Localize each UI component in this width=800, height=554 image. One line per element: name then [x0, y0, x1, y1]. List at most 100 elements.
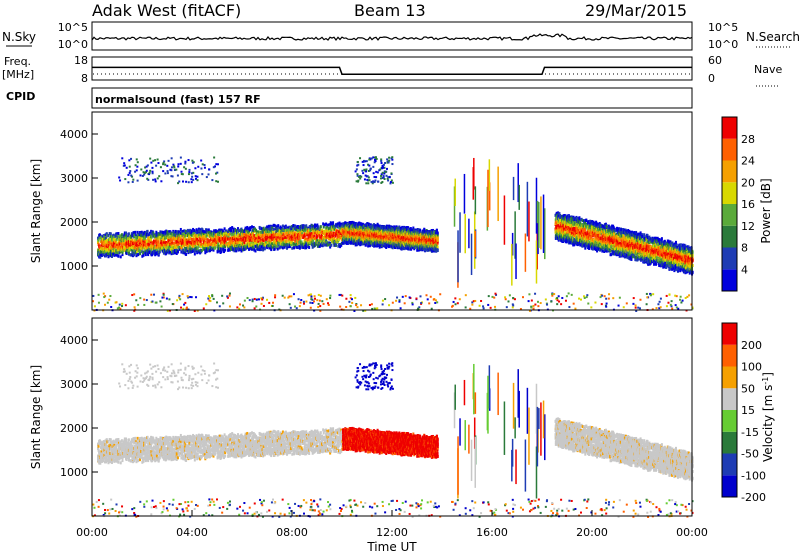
nave-tick-bottom: 0: [708, 72, 715, 85]
power-echo: [330, 243, 333, 247]
power-echo: [286, 242, 288, 246]
power-echo: [157, 252, 160, 256]
power-echo: [169, 247, 172, 251]
power-echo: [276, 247, 279, 251]
power-echo: [314, 236, 317, 240]
power-echo: [286, 246, 288, 250]
power-echo: [292, 228, 295, 232]
power-echo: [160, 244, 163, 248]
power-echo: [149, 246, 152, 250]
power-echo: [129, 239, 132, 243]
power-echo: [273, 238, 276, 242]
power-echo: [179, 227, 182, 231]
power-echo: [122, 239, 125, 243]
power-echo: [322, 225, 325, 229]
power-echo: [249, 226, 252, 230]
power-echo: [269, 238, 272, 242]
nsearch-label: N.Search: [746, 30, 800, 44]
power-echo: [268, 230, 271, 234]
power-echo: [150, 235, 153, 239]
power-echo: [288, 237, 291, 241]
power-echo: [99, 253, 102, 257]
power-echo: [136, 237, 139, 241]
power-echo: [243, 240, 246, 244]
power-echo: [109, 249, 112, 253]
power-echo: [325, 226, 328, 230]
power-echo: [222, 241, 225, 245]
power-echo: [120, 233, 123, 237]
power-echo: [230, 228, 232, 232]
power-echo: [244, 235, 247, 239]
power-echo: [201, 242, 204, 246]
power-echo: [296, 239, 299, 243]
power-echo: [102, 253, 105, 257]
power-echo: [176, 230, 179, 234]
power-echo: [200, 248, 203, 252]
power-echo: [256, 232, 259, 236]
power-echo: [229, 245, 232, 249]
power-echo: [153, 240, 156, 244]
power-echo: [273, 247, 276, 251]
power-echo: [272, 227, 275, 231]
power-echo: [137, 253, 140, 257]
power-echo: [207, 243, 210, 247]
power-echo: [168, 232, 171, 236]
power-echo: [127, 232, 130, 236]
date-title: 29/Mar/2015: [585, 1, 687, 20]
power-echo: [284, 238, 287, 242]
power-echo: [268, 246, 271, 250]
power-echo: [237, 233, 239, 237]
power-echo: [293, 242, 295, 246]
power-echo: [157, 240, 160, 244]
power-echo: [243, 236, 246, 240]
power-echo: [240, 238, 243, 242]
power-echo: [213, 241, 216, 245]
power-echo: [231, 238, 234, 242]
power-echo: [133, 248, 136, 252]
power-echo: [325, 237, 328, 241]
power-echo: [203, 237, 206, 241]
power-echo: [262, 233, 265, 237]
power-echo: [214, 229, 217, 233]
power-echo: [238, 246, 241, 250]
power-echo: [144, 236, 147, 240]
power-echo: [313, 235, 316, 239]
power-echo: [257, 234, 260, 238]
power-echo: [323, 232, 326, 236]
power-echo: [118, 235, 120, 239]
power-echo: [318, 230, 321, 234]
power-echo: [126, 235, 129, 239]
power-echo: [216, 249, 219, 253]
nave-label: Nave: [754, 63, 782, 76]
power-echo: [294, 225, 297, 229]
power-echo: [265, 227, 268, 231]
power-echo: [223, 233, 225, 237]
power-echo: [155, 252, 158, 256]
power-echo: [281, 224, 284, 228]
power-echo: [220, 228, 223, 232]
power-echo: [260, 230, 263, 234]
power-echo: [109, 232, 112, 236]
power-echo: [280, 237, 283, 241]
nsky-series: [91, 33, 693, 41]
power-echo: [120, 244, 123, 248]
power-echo: [162, 232, 165, 236]
power-echo: [300, 233, 303, 237]
power-echo: [197, 239, 200, 243]
power-echo: [178, 247, 181, 251]
power-echo: [293, 236, 296, 240]
power-echo: [210, 230, 213, 234]
power-echo: [112, 252, 115, 256]
power-echo: [224, 248, 227, 252]
power-echo: [213, 229, 216, 233]
power-echo: [315, 224, 318, 228]
power-echo: [161, 249, 164, 253]
power-echo: [260, 235, 263, 239]
power-echo: [220, 234, 223, 238]
power-echo: [280, 234, 283, 238]
power-echo: [204, 242, 207, 246]
power-echo: [246, 234, 249, 238]
power-echo: [115, 237, 118, 241]
power-echo: [105, 236, 108, 240]
power-echo: [307, 229, 309, 233]
